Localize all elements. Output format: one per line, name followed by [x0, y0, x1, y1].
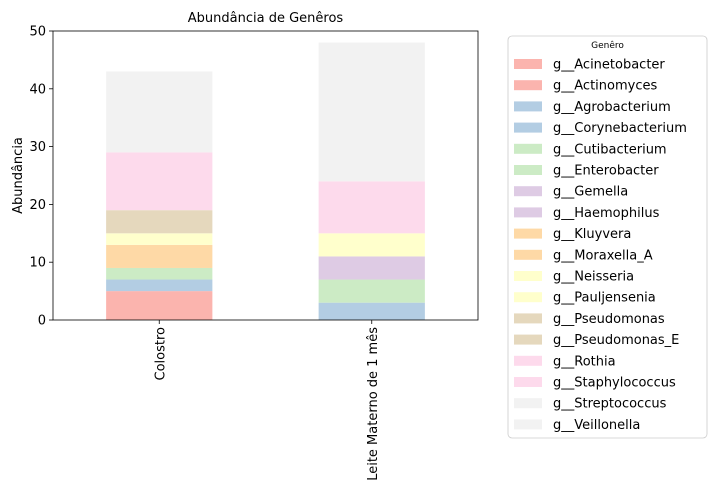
legend-swatch — [514, 165, 542, 175]
y-tick-label: 30 — [29, 140, 46, 155]
legend-swatch — [514, 355, 542, 366]
legend-label: g__Pseudomonas — [553, 312, 665, 327]
bar-segment — [318, 42, 425, 182]
legend-label: g__Neisseria — [553, 270, 634, 285]
bar-segment — [106, 291, 213, 320]
x-tick-label: Colostro — [153, 327, 168, 381]
bar-segment — [318, 233, 425, 257]
legend-swatch — [514, 419, 542, 430]
y-axis: 0 10 20 30 40 50 — [29, 25, 53, 329]
legend-title: Genêro — [591, 40, 624, 51]
legend-label: g__Veillonella — [553, 418, 640, 433]
bar-segment — [106, 267, 213, 280]
bar-segment — [318, 256, 425, 280]
legend-swatch — [514, 122, 542, 133]
legend-label: g__Kluyvera — [553, 227, 631, 242]
x-tick-label: Leite Materno de 1 mês — [366, 327, 381, 481]
legend-frame — [507, 35, 708, 439]
y-tick-label: 50 — [29, 25, 46, 40]
bar-segment — [106, 210, 213, 234]
chart-title: Abundância de Genêros — [188, 11, 344, 26]
legend-label: g__Gemella — [553, 185, 628, 200]
legend-label: g__Cutibacterium — [553, 142, 667, 157]
bar-segment — [106, 152, 213, 211]
legend-swatch — [514, 313, 542, 324]
y-tick-label: 0 — [38, 314, 46, 329]
legend: Genêro g__Acinetobacterg__Actinomycesg__… — [507, 35, 708, 439]
legend-label: g__Staphylococcus — [553, 376, 676, 391]
legend-label: g__Moraxella_A — [553, 248, 653, 263]
legend-swatch — [514, 186, 542, 197]
legend-label: g__Pauljensenia — [553, 291, 656, 306]
legend-label: g__Agrobacterium — [553, 100, 671, 115]
legend-swatch — [514, 292, 542, 303]
bar-segment — [318, 181, 425, 234]
bar-segment — [106, 244, 213, 268]
bar-segment — [106, 71, 213, 153]
legend-swatch — [514, 228, 542, 239]
legend-label: g__Acinetobacter — [553, 58, 665, 73]
legend-swatch — [514, 398, 542, 409]
legend-label: g__Pseudomonas_E — [553, 333, 679, 348]
bar-segment — [106, 279, 213, 292]
legend-label: g__Streptococcus — [553, 397, 667, 412]
legend-label: g__Actinomyces — [553, 79, 657, 94]
legend-swatch — [514, 271, 542, 281]
legend-label: g__Enterobacter — [553, 164, 659, 179]
bar-segment — [318, 302, 425, 320]
legend-label: g__Corynebacterium — [553, 121, 687, 136]
legend-swatch — [514, 207, 542, 218]
plot-area — [52, 30, 479, 321]
legend-swatch — [514, 334, 542, 345]
y-tick-label: 40 — [29, 82, 46, 97]
bar-segment — [106, 233, 213, 245]
bar-layer — [106, 42, 425, 320]
legend-swatch — [514, 59, 542, 69]
legend-swatch — [514, 377, 542, 387]
y-tick-label: 20 — [29, 198, 46, 213]
legend-label: g__Rothia — [553, 354, 616, 369]
legend-swatch — [514, 249, 542, 260]
y-tick-label: 10 — [29, 256, 46, 271]
bar-segment — [318, 279, 425, 303]
y-axis-label: Abundância — [11, 137, 26, 214]
legend-swatch — [514, 80, 542, 91]
x-axis: Colostro Leite Materno de 1 mês — [153, 320, 381, 481]
legend-items: g__Acinetobacter g__Actinomyces g__Agrobac… — [514, 58, 687, 433]
legend-swatch — [514, 143, 542, 154]
legend-swatch — [514, 101, 542, 112]
legend-label: g__Haemophilus — [553, 206, 660, 221]
